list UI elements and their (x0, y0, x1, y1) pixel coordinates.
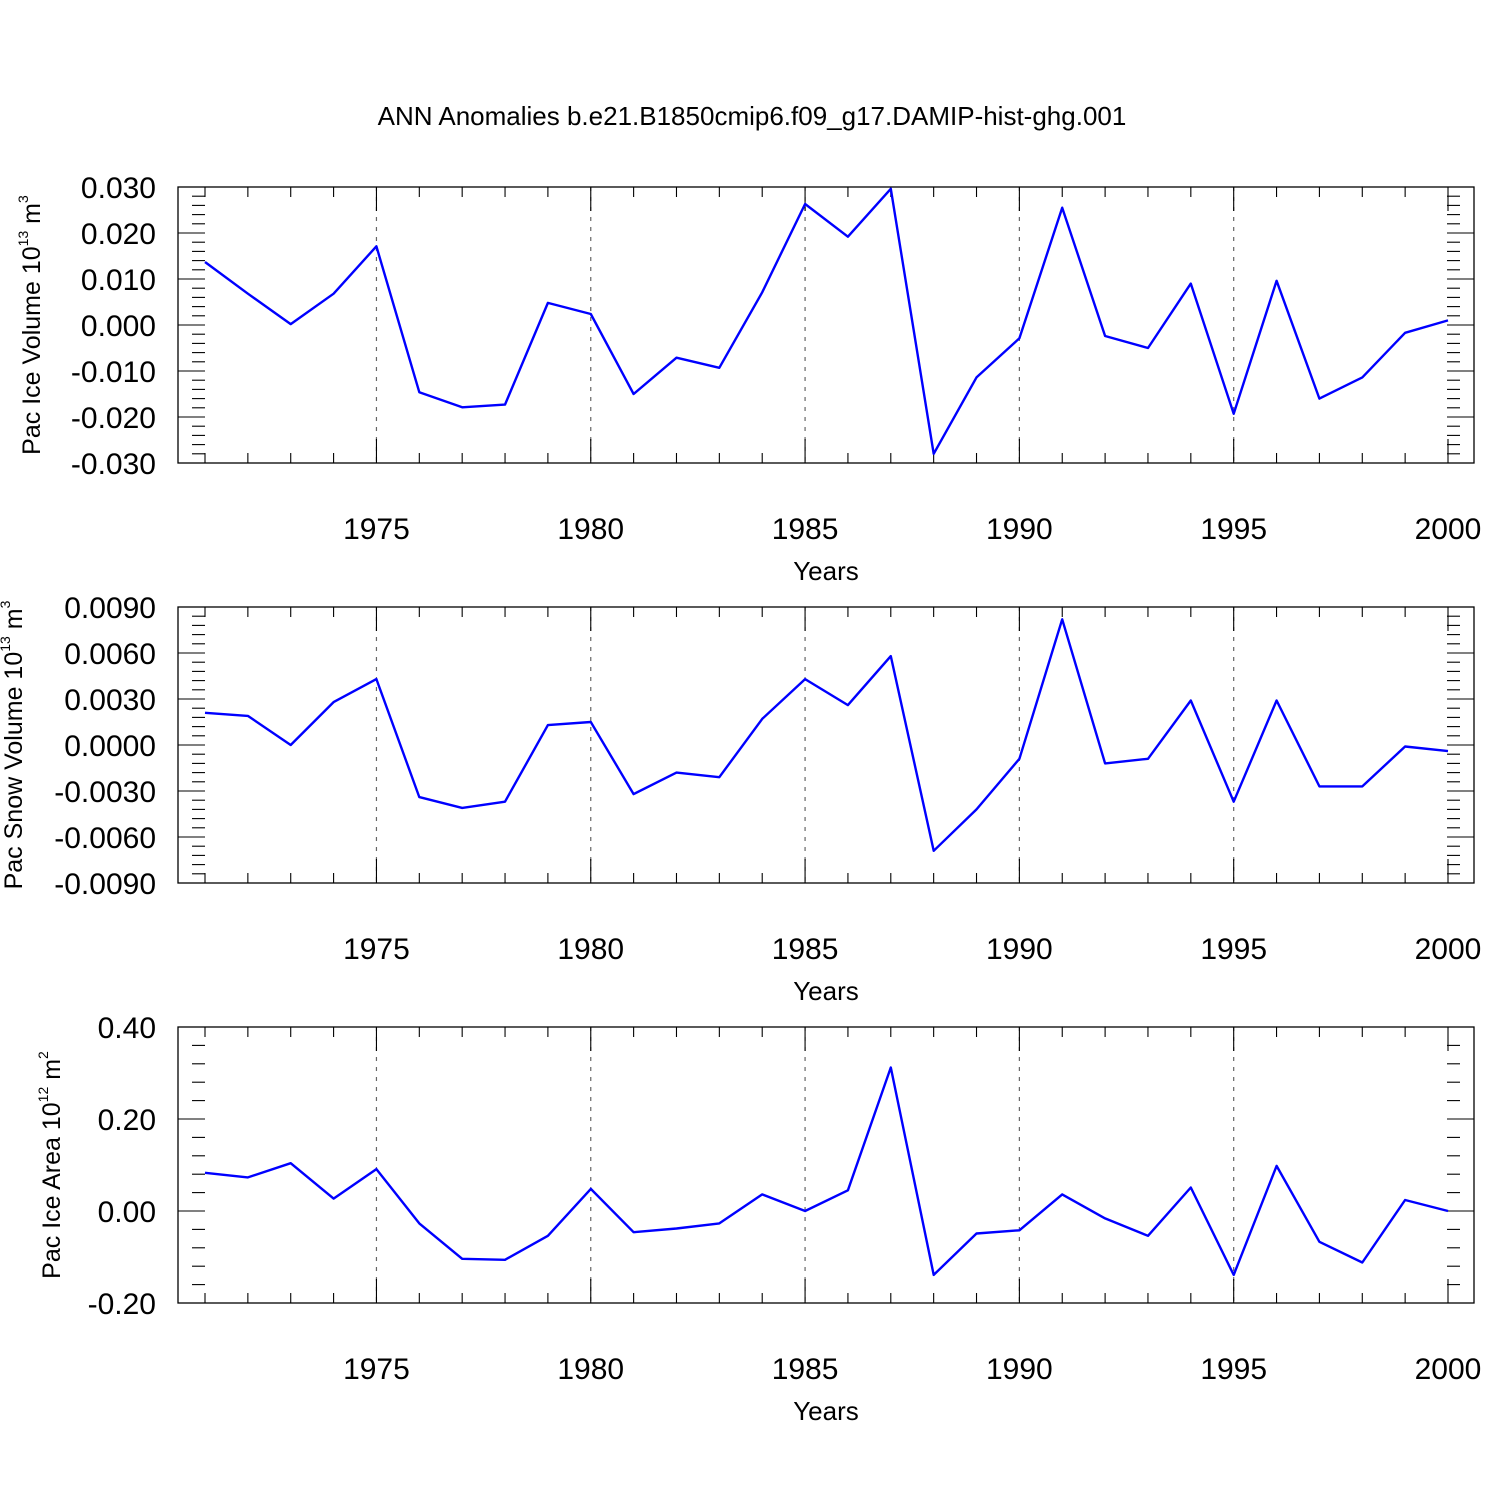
plot-frame (177, 606, 1475, 884)
y-axis-label-exponent: 12 (35, 1087, 51, 1103)
x-tick-label: 1980 (557, 933, 624, 966)
y-tick-label: 0.0000 (64, 730, 156, 763)
y-axis-label: Pac Ice Volume 1013 m3 (15, 195, 46, 455)
y-tick-label: 0.0060 (64, 638, 156, 671)
y-axis-label-main: Pac Ice Volume 10 (18, 246, 46, 454)
y-tick-label: -0.20 (88, 1288, 156, 1321)
x-tick-label: 1985 (772, 933, 839, 966)
y-tick-label: 0.000 (81, 310, 156, 343)
series-line (204, 187, 1449, 455)
y-axis-label-unit: m (38, 1059, 66, 1087)
y-tick-label: -0.0060 (54, 822, 156, 855)
x-tick-label: 1985 (772, 1353, 839, 1386)
series-line (204, 618, 1449, 852)
y-tick-label: 0.20 (98, 1104, 156, 1137)
y-axis-label-unit-exponent: 3 (0, 600, 13, 608)
y-tick-label: 0.030 (81, 172, 156, 205)
y-axis-label-exponent: 13 (15, 231, 31, 247)
x-tick-label: 1980 (557, 1353, 624, 1386)
panel-1: -0.030 -0.020 -0.010 0.000 0.010 0.020 0.030 19… (15, 172, 1481, 586)
x-tick-label: 1990 (986, 1353, 1053, 1386)
x-tick-label: 2000 (1415, 513, 1482, 546)
y-tick-label: -0.0090 (54, 868, 156, 901)
x-tick-label: 1975 (343, 1353, 410, 1386)
panels: -0.030 -0.020 -0.010 0.000 0.010 0.020 0.030 19… (0, 172, 1481, 1426)
x-tick-label: 1990 (986, 933, 1053, 966)
x-axis-label: Years (793, 1396, 859, 1426)
x-axis-label: Years (793, 976, 859, 1006)
chart-title: ANN Anomalies b.e21.B1850cmip6.f09_g17.D… (378, 101, 1127, 131)
y-tick-label: -0.020 (71, 402, 156, 435)
y-tick-label: 0.020 (81, 218, 156, 251)
y-axis-label-unit-exponent: 3 (15, 195, 31, 203)
y-tick-label: 0.0090 (64, 592, 156, 625)
y-tick-label: 0.010 (81, 264, 156, 297)
x-tick-label: 1975 (343, 513, 410, 546)
y-tick-label: 0.40 (98, 1012, 156, 1045)
y-axis-label-main: Pac Snow Volume 10 (0, 652, 28, 890)
x-tick-label: 2000 (1415, 1353, 1482, 1386)
x-tick-label: 1995 (1200, 1353, 1267, 1386)
panel-2: -0.0090 -0.0060 -0.0030 0.0000 0.0030 0.0060 0… (0, 592, 1481, 1006)
x-tick-label: 1985 (772, 513, 839, 546)
y-tick-label: -0.010 (71, 356, 156, 389)
x-tick-label: 2000 (1415, 933, 1482, 966)
y-axis-label: Pac Ice Area 1012 m2 (35, 1051, 66, 1279)
x-tick-label: 1980 (557, 513, 624, 546)
y-axis-label-main: Pac Ice Area 10 (38, 1102, 66, 1279)
y-tick-label: 0.0030 (64, 684, 156, 717)
x-tick-label: 1975 (343, 933, 410, 966)
y-axis-label-unit: m (18, 203, 46, 231)
y-axis-label-exponent: 13 (0, 636, 13, 652)
x-tick-label: 1990 (986, 513, 1053, 546)
panel-3: -0.20 0.00 0.20 0.40 1975 1980 1985 1990 1995 200… (35, 1012, 1481, 1426)
y-tick-label: -0.030 (71, 448, 156, 481)
y-axis-label-unit: m (0, 608, 28, 636)
x-tick-label: 1995 (1200, 933, 1267, 966)
y-tick-label: -0.0030 (54, 776, 156, 809)
y-axis-label-unit-exponent: 2 (35, 1051, 51, 1059)
y-tick-label: 0.00 (98, 1196, 156, 1229)
y-axis-label: Pac Snow Volume 1013 m3 (0, 600, 28, 889)
series-line (204, 1066, 1449, 1277)
x-tick-label: 1995 (1200, 513, 1267, 546)
plot-frame (177, 186, 1475, 464)
plot-frame (177, 1026, 1475, 1304)
x-axis-label: Years (793, 556, 859, 586)
